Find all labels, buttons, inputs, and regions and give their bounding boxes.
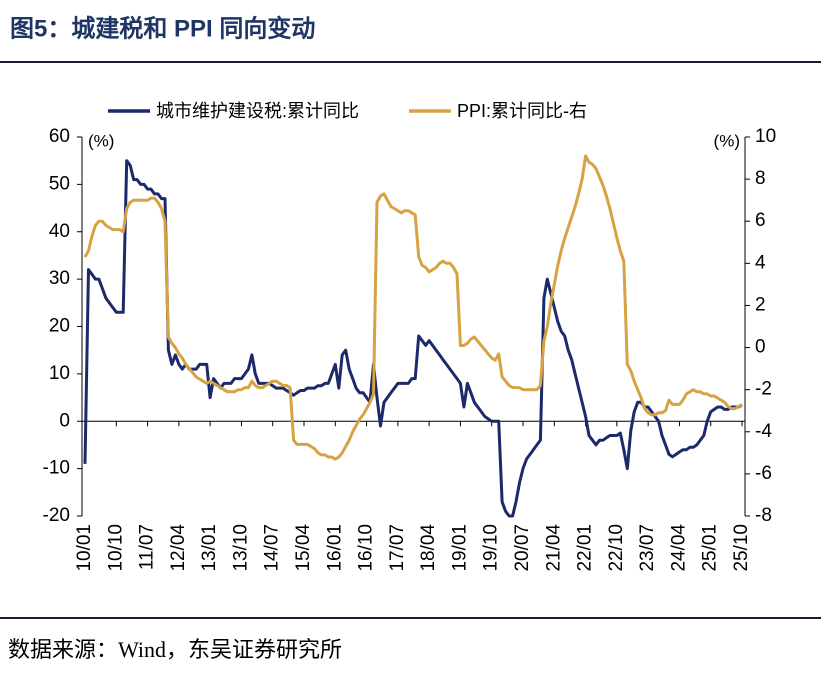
source: 数据来源：Wind，东吴证券研究所	[8, 637, 342, 662]
y2-tick-label: -6	[755, 463, 772, 484]
y-tick-label: 0	[59, 410, 70, 431]
x-tick-label: 10/01	[74, 524, 95, 572]
series-line	[83, 159, 743, 518]
x-tick-label: 17/07	[387, 524, 408, 572]
y-tick-label: -10	[43, 458, 70, 479]
chart-title: 图5：城建税和 PPI 同向变动	[10, 14, 315, 42]
y-tick-label: 30	[49, 268, 70, 289]
legend-label: 城市维护建设税:累计同比	[156, 101, 359, 121]
y2-tick-label: 4	[755, 252, 766, 273]
x-tick-label: 22/01	[575, 524, 596, 572]
x-tick-label: 13/01	[199, 524, 220, 572]
x-tick-label: 13/10	[230, 524, 251, 572]
x-tick-label: 16/01	[324, 524, 345, 572]
x-tick-label: 14/07	[262, 524, 283, 572]
x-tick-label: 10/10	[105, 524, 126, 572]
x-tick-label: 12/04	[168, 524, 189, 572]
x-tick-label: 18/04	[418, 524, 439, 572]
y-tick-label: 50	[49, 173, 70, 194]
y2-tick-label: -8	[755, 505, 772, 526]
x-tick-label: 23/07	[637, 524, 658, 572]
y2-tick-label: 0	[755, 337, 766, 358]
x-tick-label: 15/04	[293, 524, 314, 572]
y-tick-label: 10	[49, 363, 70, 384]
y2-tick-label: -4	[755, 421, 772, 442]
y2-tick-label: 6	[755, 210, 766, 231]
y-axis-label: (%)	[88, 131, 114, 150]
series-line	[83, 154, 743, 461]
y2-tick-label: 2	[755, 294, 766, 315]
x-tick-label: 22/10	[606, 524, 627, 572]
x-tick-label: 11/07	[137, 524, 158, 570]
x-tick-label: 21/04	[543, 524, 564, 572]
y2-tick-label: 8	[755, 168, 766, 189]
y2-tick-label: 10	[755, 126, 776, 147]
x-tick-label: 25/10	[731, 524, 752, 572]
y-tick-label: -20	[43, 505, 70, 526]
x-tick-label: 20/07	[512, 524, 533, 572]
y-tick-label: 40	[49, 221, 70, 242]
x-tick-label: 19/10	[481, 524, 502, 572]
x-tick-label: 24/04	[668, 524, 689, 572]
y2-tick-label: -2	[755, 379, 772, 400]
x-tick-label: 19/01	[449, 524, 470, 572]
y-tick-label: 20	[49, 316, 70, 337]
legend-label: PPI:累计同比-右	[457, 101, 587, 121]
x-tick-label: 16/10	[356, 524, 377, 572]
y2-axis-label: (%)	[714, 131, 740, 150]
x-tick-label: 25/01	[700, 524, 721, 572]
y-tick-label: 60	[49, 126, 70, 147]
